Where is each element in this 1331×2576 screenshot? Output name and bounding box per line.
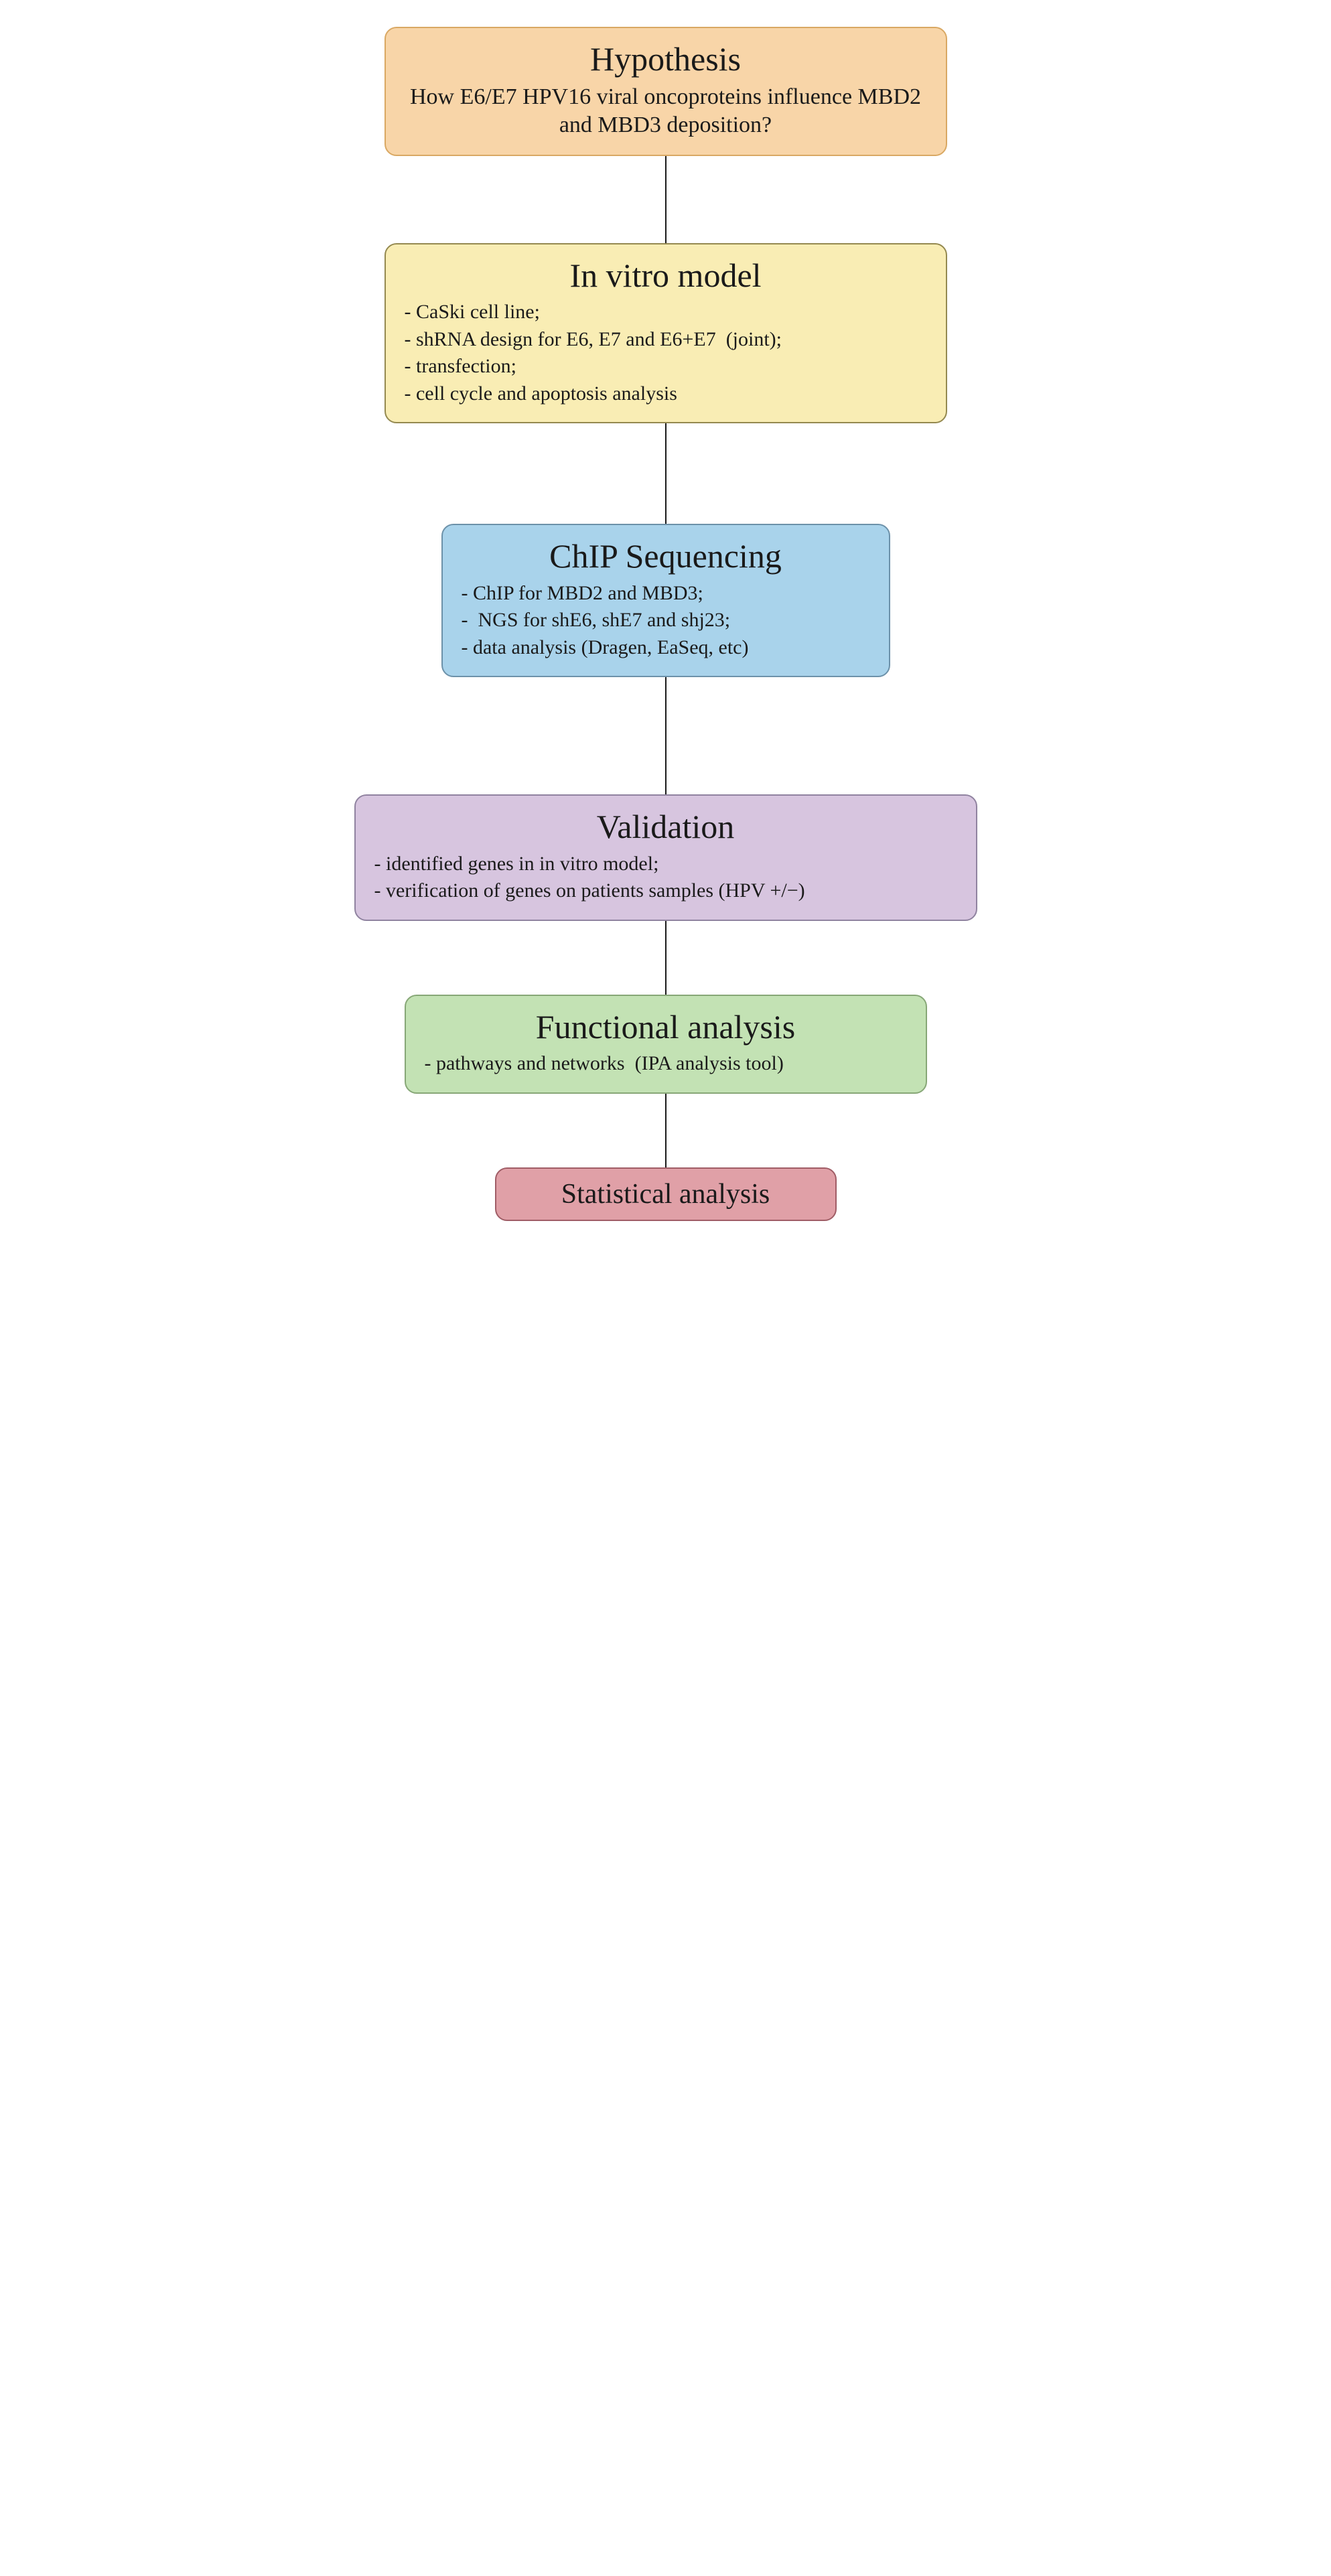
box-chip: ChIP Sequencing - ChIP for MBD2 and MBD3… — [441, 524, 890, 677]
box-hypothesis: Hypothesis How E6/E7 HPV16 viral oncopro… — [384, 27, 947, 156]
validation-bullets: - identified genes in in vitro model; - … — [374, 851, 957, 905]
connector — [665, 423, 667, 524]
invitro-bullets: - CaSki cell line; - shRNA design for E6… — [405, 299, 927, 407]
flowchart: Hypothesis How E6/E7 HPV16 viral oncopro… — [351, 27, 981, 1221]
bullet: - data analysis (Dragen, EaSeq, etc) — [462, 634, 870, 662]
connector — [665, 1094, 667, 1167]
bullet: - cell cycle and apoptosis analysis — [405, 380, 927, 408]
chip-title: ChIP Sequencing — [462, 537, 870, 576]
bullet: - transfection; — [405, 353, 927, 380]
connector — [665, 677, 667, 794]
bullet: - CaSki cell line; — [405, 299, 927, 326]
chip-bullets: - ChIP for MBD2 and MBD3; - NGS for shE6… — [462, 580, 870, 662]
functional-bullets: - pathways and networks (IPA analysis to… — [425, 1050, 907, 1078]
bullet: - shRNA design for E6, E7 and E6+E7 (joi… — [405, 326, 927, 354]
box-functional: Functional analysis - pathways and netwo… — [405, 995, 927, 1094]
bullet: - NGS for shE6, shE7 and shj23; — [462, 607, 870, 634]
invitro-title: In vitro model — [405, 257, 927, 295]
connector — [665, 921, 667, 995]
functional-title: Functional analysis — [425, 1008, 907, 1047]
connector — [665, 156, 667, 243]
bullet: - verification of genes on patients samp… — [374, 877, 957, 905]
box-invitro: In vitro model - CaSki cell line; - shRN… — [384, 243, 947, 424]
stats-title: Statistical analysis — [510, 1178, 822, 1210]
hypothesis-title: Hypothesis — [405, 40, 927, 79]
bullet: - identified genes in in vitro model; — [374, 851, 957, 878]
box-validation: Validation - identified genes in in vitr… — [354, 794, 977, 921]
validation-title: Validation — [374, 808, 957, 847]
bullet: - ChIP for MBD2 and MBD3; — [462, 580, 870, 607]
hypothesis-subtitle: How E6/E7 HPV16 viral oncoproteins influ… — [405, 83, 927, 140]
bullet: - pathways and networks (IPA analysis to… — [425, 1050, 907, 1078]
box-stats: Statistical analysis — [495, 1167, 837, 1221]
